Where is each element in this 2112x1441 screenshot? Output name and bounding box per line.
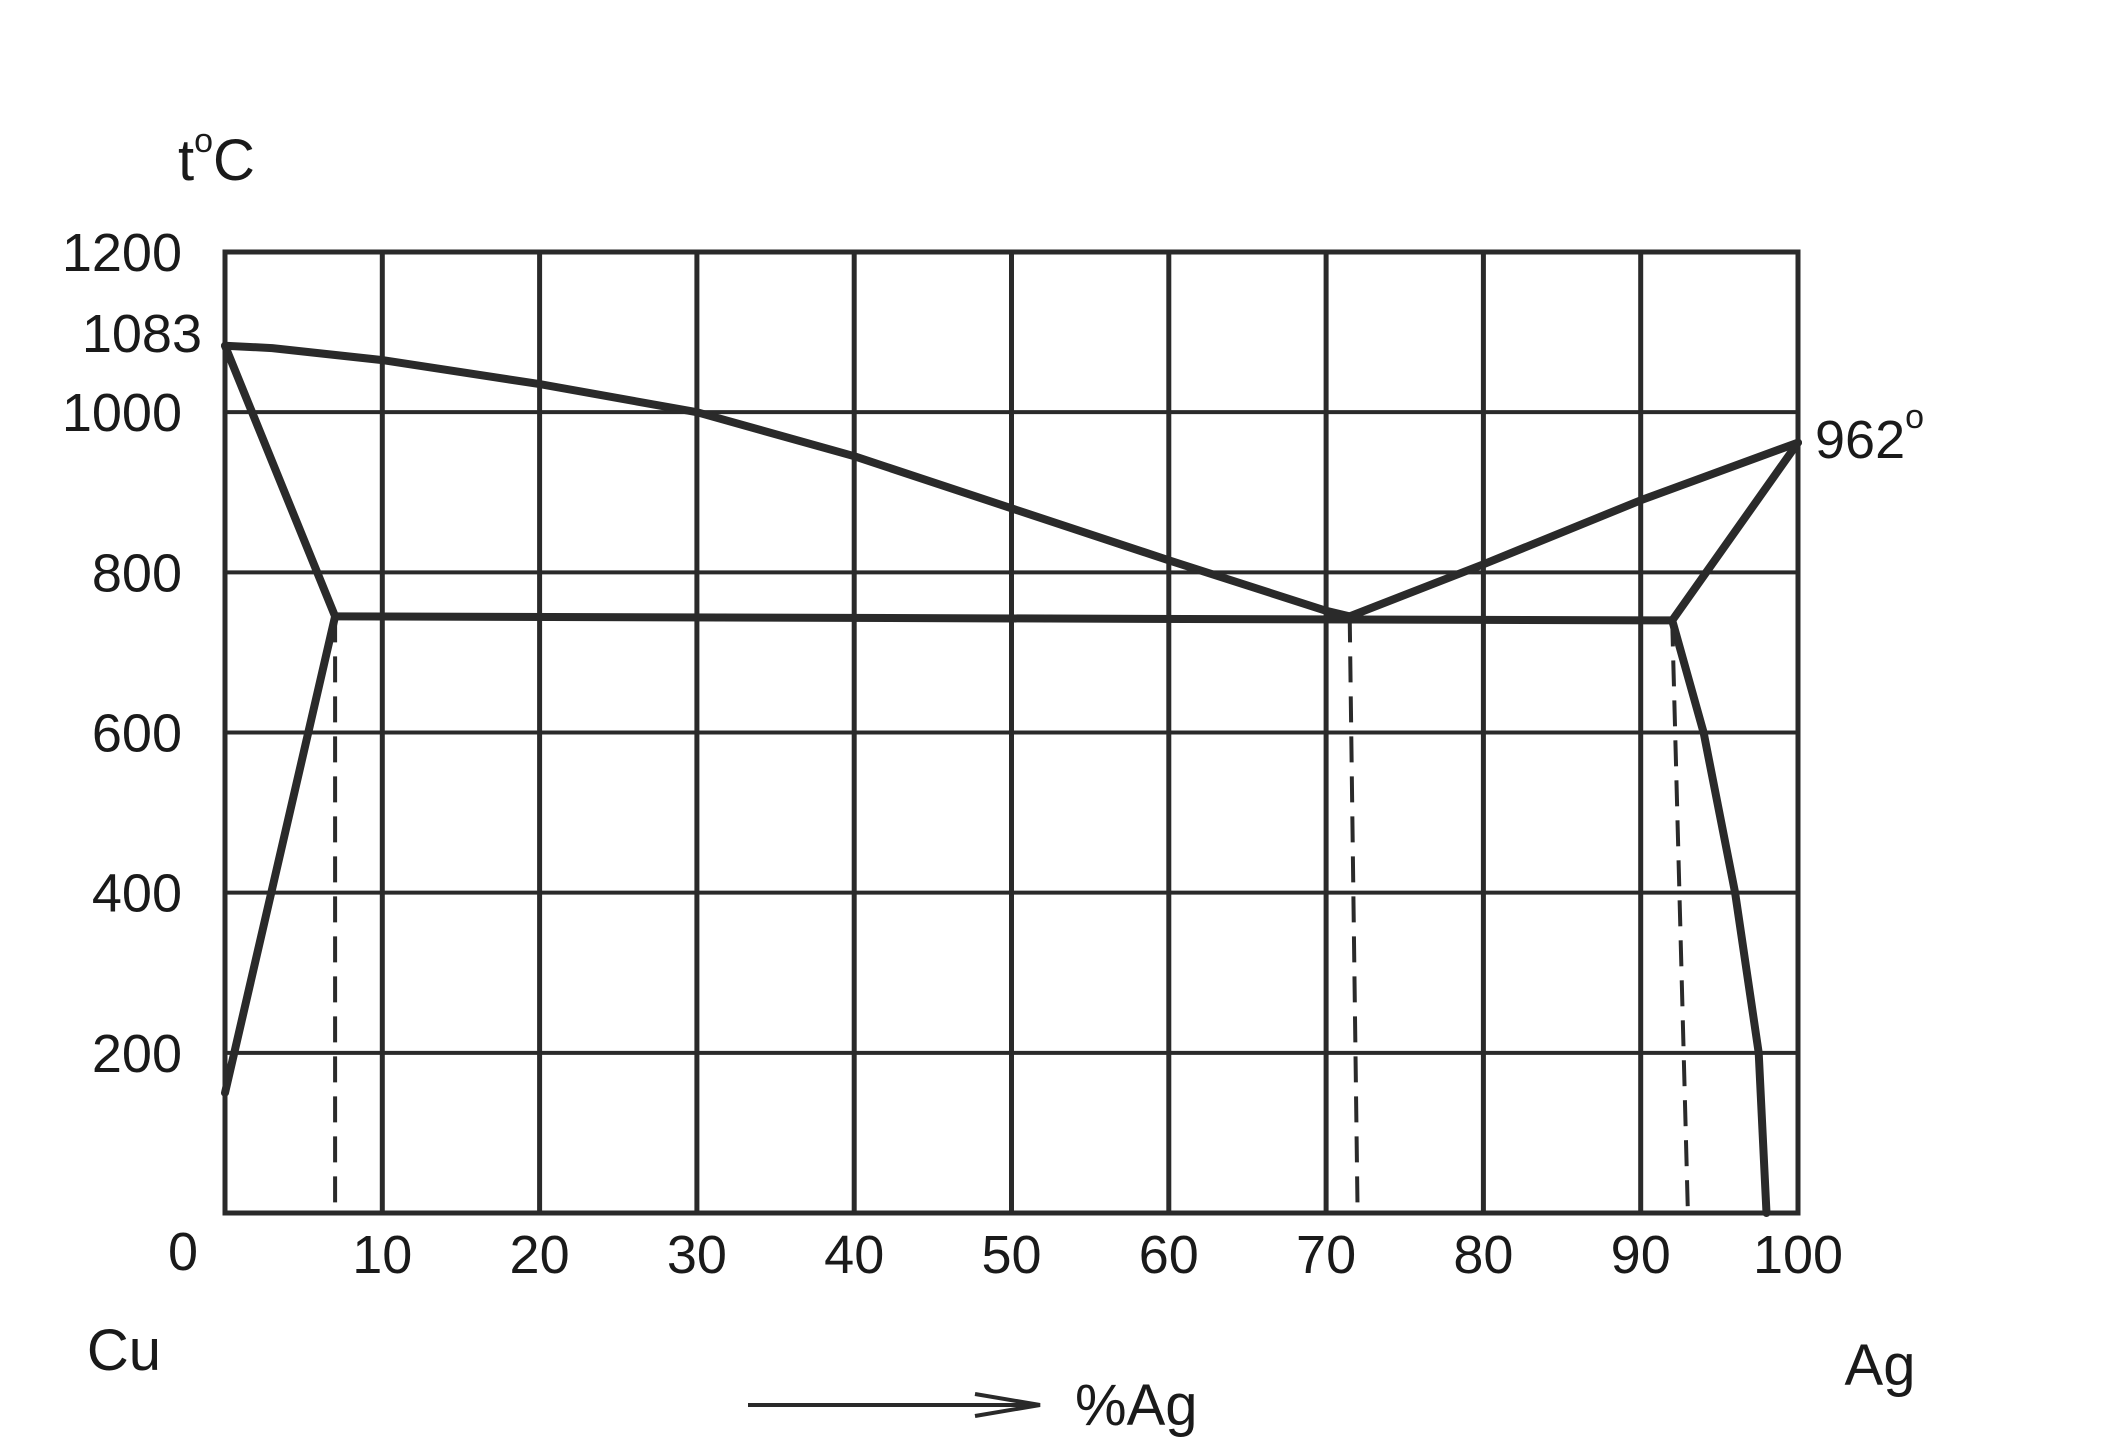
x-tick-label-60: 60 — [1139, 1225, 1199, 1285]
series-eutectic-line — [331, 612, 1677, 625]
y-tick-label-400: 400 — [92, 864, 182, 924]
series-solvus-cu — [221, 612, 340, 1097]
series-drop-eutectic — [1347, 616, 1360, 1214]
y-tick-label-200: 200 — [92, 1024, 182, 1084]
x-axis-arrow-icon — [748, 1392, 1041, 1418]
series-lines — [221, 341, 1802, 1217]
series-solidus-ag — [1668, 438, 1802, 625]
x-tick-label-80: 80 — [1453, 1225, 1513, 1285]
series-liquidus-ag — [1345, 438, 1802, 621]
cu-melting-label: 1083 — [82, 304, 202, 364]
series-drop-ag — [1670, 620, 1690, 1214]
x-tick-label-70: 70 — [1296, 1225, 1356, 1285]
series-solvus-ag — [1668, 616, 1771, 1217]
y-tick-label-1200: 1200 — [62, 223, 182, 283]
y-tick-label-1000: 1000 — [62, 383, 182, 443]
x-tick-label-10: 10 — [352, 1225, 412, 1285]
right-component-label: Ag — [1845, 1333, 1916, 1398]
x-tick-label-90: 90 — [1611, 1225, 1671, 1285]
tick-labels: 10 20 30 40 50 60 70 80 90 100 200 400 600 800 1000 120… — [62, 223, 1843, 1285]
x-tick-label-100: 100 — [1753, 1225, 1843, 1285]
y-tick-label-600: 600 — [92, 704, 182, 764]
x-tick-label-50: 50 — [981, 1225, 1041, 1285]
grid — [222, 249, 1801, 1216]
x-axis-label: %Ag — [1075, 1373, 1198, 1438]
left-component-label: Cu — [87, 1318, 161, 1383]
x-tick-label-30: 30 — [667, 1225, 727, 1285]
origin-label: 0 — [168, 1222, 198, 1282]
series-liquidus-cu — [221, 341, 1354, 621]
x-tick-label-40: 40 — [824, 1225, 884, 1285]
series-solidus-cu — [221, 341, 340, 621]
x-tick-label-20: 20 — [510, 1225, 570, 1285]
y-axis-label: toC — [178, 122, 255, 193]
ag-melting-label: 962o — [1815, 398, 1924, 470]
y-tick-label-800: 800 — [92, 543, 182, 603]
